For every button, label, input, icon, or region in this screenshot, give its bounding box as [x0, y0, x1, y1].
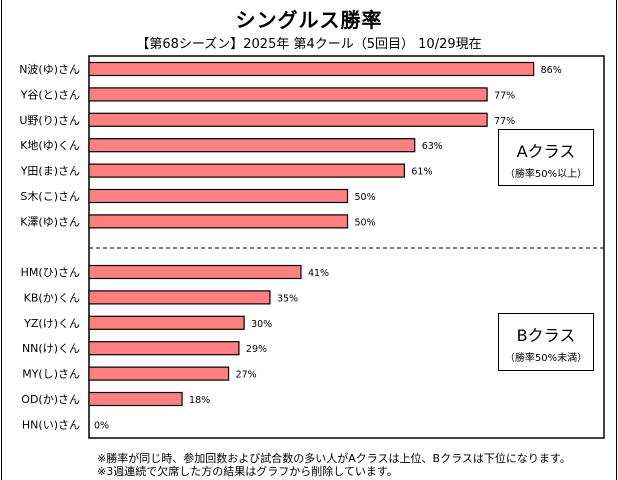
chart-subtitle: 【第68シーズン】2025年 第4クール（5回目） 10/29現在 [136, 37, 482, 52]
bar [88, 391, 183, 407]
class-b-name: Bクラス [516, 326, 576, 345]
value-label: 86% [541, 65, 562, 76]
footnotes: ※勝率が同じ時、参加回数および試合数の多い人がAクラスは上位、Bクラスは下位にな… [97, 452, 571, 478]
bar [88, 341, 240, 356]
value-label: 61% [411, 167, 432, 178]
bar [88, 61, 535, 77]
bar [88, 138, 416, 153]
category-label: HN(い)さん [22, 418, 80, 431]
class-a-note: （勝率50%以上） [504, 169, 588, 180]
class-b-box: Bクラス （勝率50%未満） [498, 313, 594, 371]
category-label: MY(し)さん [22, 368, 80, 381]
bar [88, 188, 349, 204]
footnote-2: ※3週連続で欠席した方の結果はグラフから削除しています。 [97, 465, 398, 478]
category-label: Y田(ま)さん [20, 165, 80, 178]
bar [88, 366, 230, 381]
class-a-name: Aクラス [516, 142, 576, 161]
category-label: NN(け)くん [22, 342, 80, 355]
class-a-box: Aクラス （勝率50%以上） [498, 129, 594, 186]
value-label: 41% [308, 268, 329, 279]
class-b-note: （勝率50%未満） [504, 353, 588, 364]
value-label: 50% [355, 192, 376, 203]
category-label: YZ(け)くん [23, 317, 80, 330]
bar [88, 163, 405, 178]
value-label: 30% [251, 319, 272, 330]
category-label: N波(ゆ)さん [19, 63, 80, 76]
category-label: HM(ひ)さん [21, 266, 80, 279]
value-label: 0% [94, 420, 109, 431]
frame-right-border [616, 0, 617, 480]
category-label: OD(か)さん [21, 393, 80, 406]
category-label: S木(こ)さん [20, 190, 80, 203]
value-label: 18% [189, 395, 210, 406]
category-label: U野(り)さん [19, 114, 80, 127]
bar [88, 87, 488, 102]
value-label: 50% [355, 217, 376, 228]
bar [88, 315, 245, 330]
frame-left-border [1, 0, 2, 480]
category-label: K地(ゆ)くん [20, 139, 80, 152]
bar [88, 112, 488, 127]
value-label: 35% [277, 293, 298, 304]
category-label: K澤(ゆ)さん [20, 215, 80, 228]
value-label: 63% [422, 141, 443, 152]
footnote-1: ※勝率が同じ時、参加回数および試合数の多い人がAクラスは上位、Bクラスは下位にな… [97, 452, 571, 465]
value-label: 27% [236, 370, 257, 381]
value-label: 77% [494, 116, 515, 127]
bar [88, 290, 271, 305]
chart-title: シングルス勝率 [235, 8, 383, 32]
bar [88, 264, 302, 280]
value-label: 77% [494, 90, 515, 101]
category-label: KB(か)くん [24, 291, 80, 304]
category-label: Y谷(と)さん [20, 88, 80, 101]
bar [88, 214, 349, 229]
value-label: 29% [246, 344, 267, 355]
